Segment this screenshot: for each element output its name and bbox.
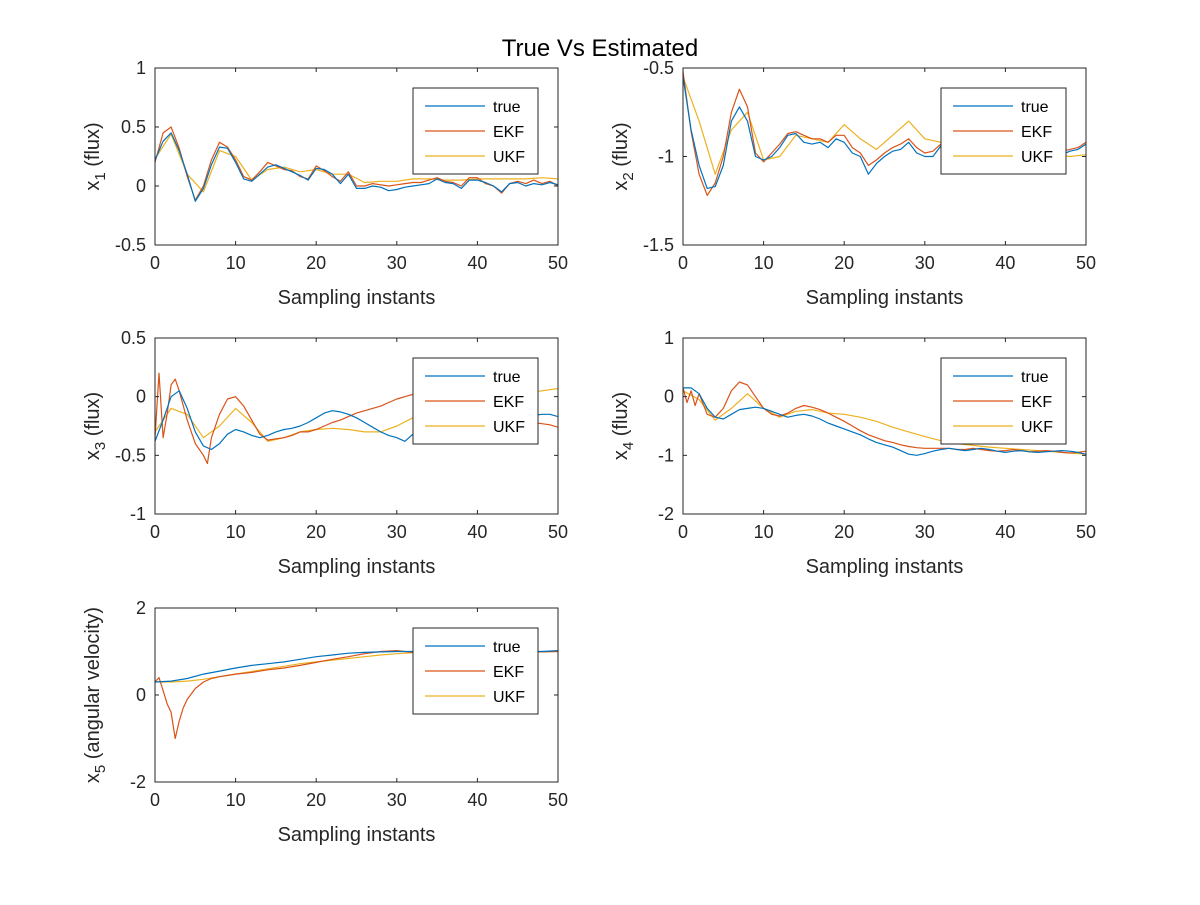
y-tick-label: -1 xyxy=(130,504,146,524)
axes-box xyxy=(154,67,559,246)
legend-label-ukf: UKF xyxy=(493,419,525,436)
series-line-true xyxy=(155,132,558,202)
y-tick-label: 0 xyxy=(136,387,146,407)
legend-label-true: true xyxy=(1021,99,1049,116)
series-group xyxy=(155,126,558,202)
legend: true EKF UKF xyxy=(412,357,539,445)
y-axis-label: x4 (flux) xyxy=(610,392,637,460)
x-tick-label: 20 xyxy=(834,522,854,542)
y-tick-label: -0.5 xyxy=(115,235,146,255)
legend-label-ukf: UKF xyxy=(1021,149,1053,166)
y-tick-label: -1 xyxy=(658,445,674,465)
subplot-x4: 0 10 20 30 40 50 -2 -1 0 1 Sampling instants x4 (fl… xyxy=(610,328,1096,578)
x-tick-label: 50 xyxy=(548,790,568,810)
x-tick-label: 50 xyxy=(1076,253,1096,273)
x-tick-label: 20 xyxy=(306,790,326,810)
legend-label-ekf: EKF xyxy=(1021,124,1052,141)
y-tick-label: 0 xyxy=(136,685,146,705)
x-tick-label: 40 xyxy=(995,253,1015,273)
legend: true EKF UKF xyxy=(412,87,539,175)
x-axis-label: Sampling instants xyxy=(278,824,436,846)
axes-box xyxy=(682,337,1087,515)
x-tick-label: 20 xyxy=(834,253,854,273)
y-tick-label: -0.5 xyxy=(643,58,674,78)
x-tick-label: 10 xyxy=(754,253,774,273)
series-line-true xyxy=(683,387,1086,456)
x-tick-label: 30 xyxy=(387,253,407,273)
x-tick-label: 0 xyxy=(150,790,160,810)
y-tick-label: -1 xyxy=(658,147,674,167)
legend: true EKF UKF xyxy=(940,87,1067,175)
x-tick-label: 10 xyxy=(226,522,246,542)
legend-label-ekf: EKF xyxy=(1021,394,1052,411)
x-tick-label: 0 xyxy=(678,253,688,273)
figure-title: True Vs Estimated xyxy=(502,35,699,62)
y-tick-label: -1.5 xyxy=(643,235,674,255)
series-group xyxy=(683,381,1086,456)
x-tick-label: 30 xyxy=(915,522,935,542)
series-line-ukf xyxy=(155,133,558,193)
legend-label-true: true xyxy=(493,639,521,656)
legend-label-ekf: EKF xyxy=(493,664,524,681)
legend-label-ukf: UKF xyxy=(493,149,525,166)
y-tick-label: -2 xyxy=(658,504,674,524)
x-tick-label: 0 xyxy=(150,522,160,542)
x-axis-label: Sampling instants xyxy=(278,287,436,309)
x-tick-label: 10 xyxy=(226,790,246,810)
x-axis-label: Sampling instants xyxy=(806,287,964,309)
axes-box xyxy=(154,337,559,515)
legend-label-ukf: UKF xyxy=(493,689,525,706)
y-axis-label: x5 (angular velocity) xyxy=(82,607,109,783)
series-line-ukf xyxy=(683,390,1086,455)
legend-label-true: true xyxy=(493,369,521,386)
x-tick-label: 50 xyxy=(1076,522,1096,542)
y-axis-label: x1 (flux) xyxy=(82,122,109,190)
x-tick-label: 40 xyxy=(995,522,1015,542)
x-tick-label: 50 xyxy=(548,253,568,273)
legend-label-true: true xyxy=(1021,369,1049,386)
x-tick-label: 0 xyxy=(150,253,160,273)
y-tick-label: -0.5 xyxy=(115,445,146,465)
y-tick-label: 0 xyxy=(136,176,146,196)
x-tick-label: 40 xyxy=(467,253,487,273)
x-tick-label: 30 xyxy=(915,253,935,273)
legend-label-true: true xyxy=(493,99,521,116)
y-tick-label: 1 xyxy=(136,58,146,78)
x-tick-label: 20 xyxy=(306,522,326,542)
series-line-ekf xyxy=(683,381,1086,454)
legend-label-ekf: EKF xyxy=(493,124,524,141)
x-tick-label: 0 xyxy=(678,522,688,542)
legend-label-ekf: EKF xyxy=(493,394,524,411)
legend: true EKF UKF xyxy=(412,627,539,715)
x-tick-label: 40 xyxy=(467,790,487,810)
y-axis-label: x3 (flux) xyxy=(82,392,109,460)
legend: true EKF UKF xyxy=(940,357,1067,445)
y-tick-label: 0.5 xyxy=(121,328,146,348)
y-tick-label: -2 xyxy=(130,772,146,792)
x-tick-label: 40 xyxy=(467,522,487,542)
x-tick-label: 20 xyxy=(306,253,326,273)
x-tick-label: 30 xyxy=(387,522,407,542)
legend-label-ukf: UKF xyxy=(1021,419,1053,436)
x-tick-label: 30 xyxy=(387,790,407,810)
x-axis-label: Sampling instants xyxy=(806,556,964,578)
y-tick-label: 1 xyxy=(664,328,674,348)
subplot-x2: 0 10 20 30 40 50 -1.5 -1 -0.5 Sampling instants x2… xyxy=(610,58,1096,309)
y-tick-label: 0.5 xyxy=(121,117,146,137)
y-tick-label: 0 xyxy=(664,387,674,407)
x-tick-label: 50 xyxy=(548,522,568,542)
y-tick-label: 2 xyxy=(136,598,146,618)
y-axis-label: x2 (flux) xyxy=(610,122,637,190)
x-tick-label: 10 xyxy=(754,522,774,542)
subplot-x3: 0 10 20 30 40 50 -1 -0.5 0 0.5 Sampling instants x3… xyxy=(82,328,568,578)
x-axis-label: Sampling instants xyxy=(278,556,436,578)
x-tick-label: 10 xyxy=(226,253,246,273)
